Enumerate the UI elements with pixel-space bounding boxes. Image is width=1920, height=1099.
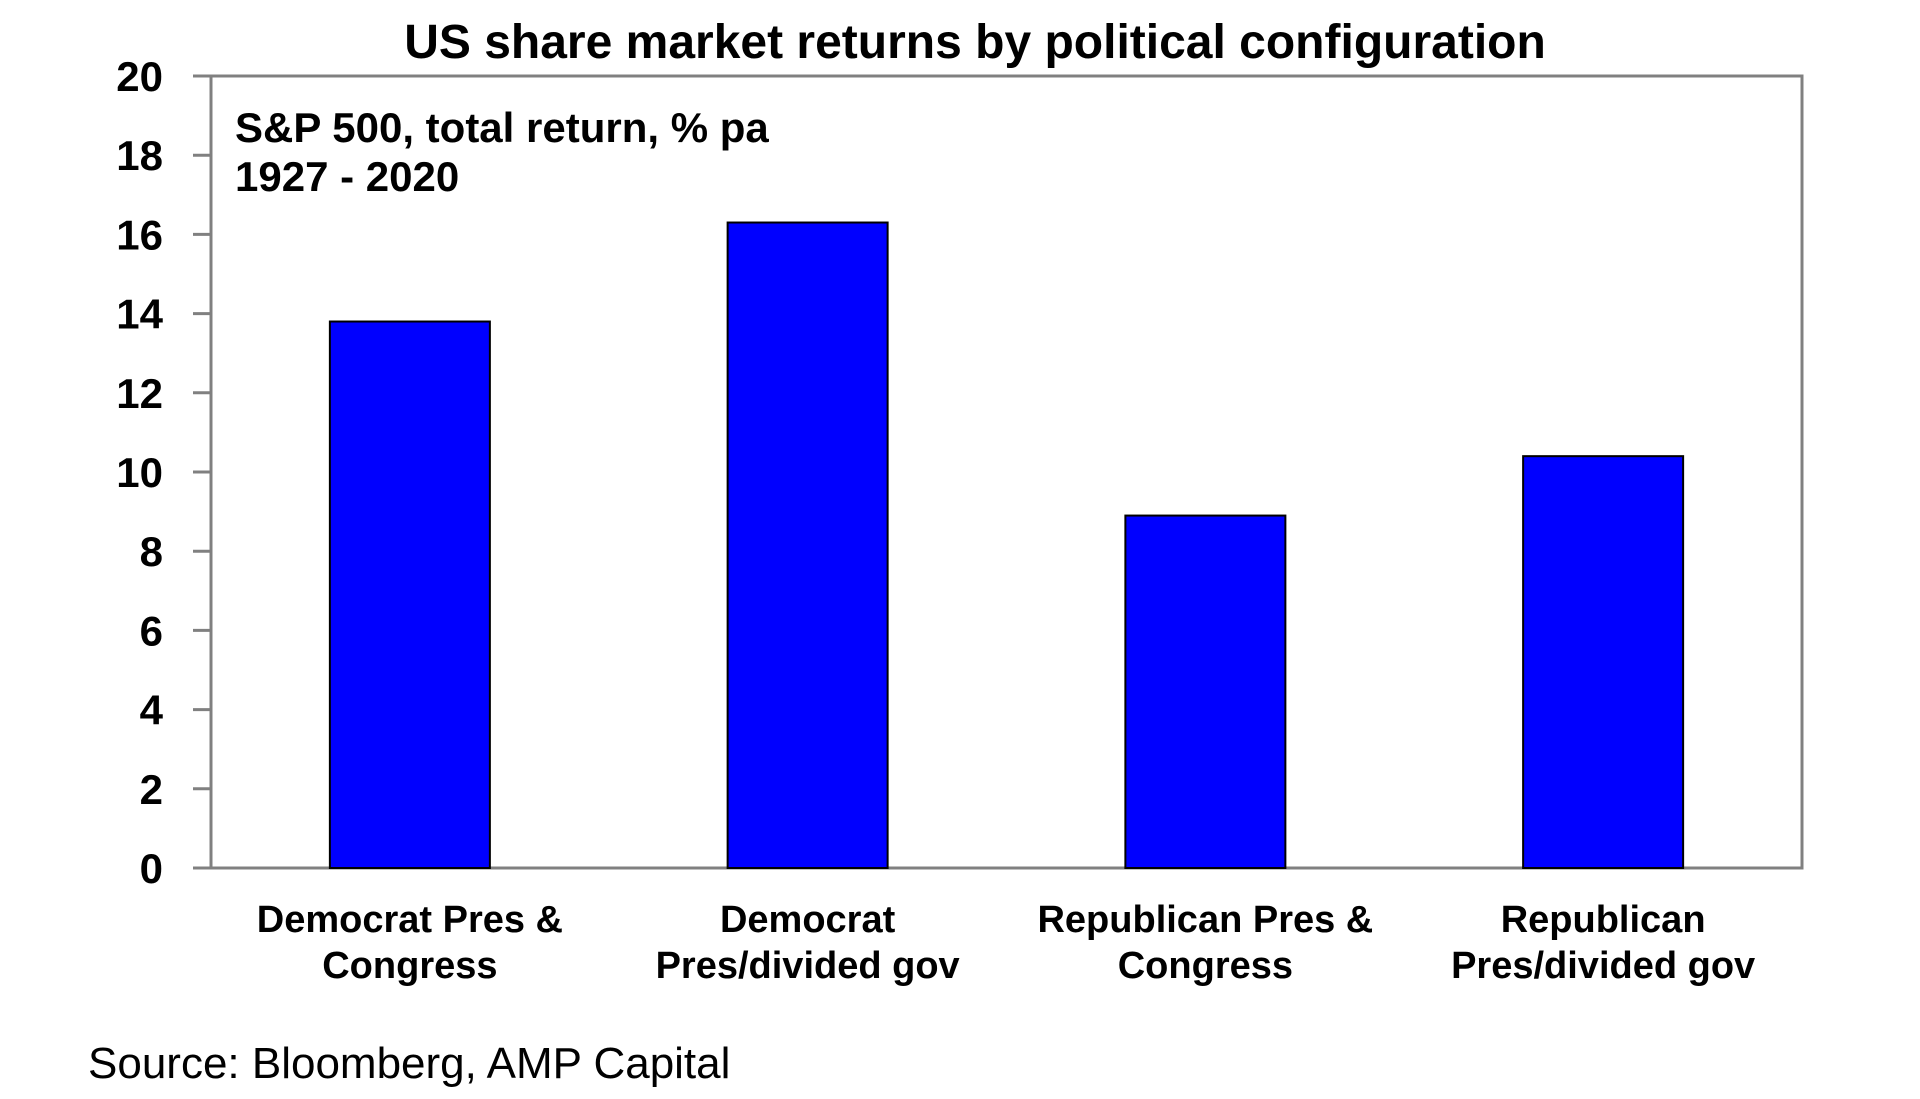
- bar: [1124, 514, 1287, 869]
- bar: [328, 320, 491, 869]
- y-axis: 0 2 4 6 8 10 12 14 16 18 20: [116, 53, 211, 892]
- chart-annotation-line-2: 1927 - 2020: [235, 153, 459, 200]
- x-category-label: Republican Pres &: [1037, 899, 1373, 941]
- y-tick-label: 18: [116, 132, 163, 179]
- x-category-label: Pres/divided gov: [656, 945, 960, 987]
- x-category-label: Congress: [322, 945, 497, 987]
- y-tick-label: 10: [116, 449, 163, 496]
- y-tick-label: 16: [116, 211, 163, 258]
- x-axis: Democrat Pres &CongressDemocratPres/divi…: [257, 899, 1755, 987]
- x-category-label: Democrat: [720, 899, 896, 941]
- chart-title: US share market returns by political con…: [404, 16, 1546, 69]
- x-category-label: Pres/divided gov: [1451, 945, 1755, 987]
- y-tick-label: 2: [140, 766, 163, 813]
- source-note: Source: Bloomberg, AMP Capital: [88, 1039, 730, 1088]
- chart-annotation-line-1: S&P 500, total return, % pa: [235, 104, 769, 151]
- y-tick-label: 14: [116, 291, 163, 338]
- y-tick-label: 12: [116, 370, 163, 417]
- y-tick-label: 20: [116, 53, 163, 100]
- y-tick-label: 6: [140, 607, 163, 654]
- x-category-label: Republican: [1501, 899, 1706, 941]
- x-category-label: Democrat Pres &: [257, 899, 563, 941]
- y-tick-label: 0: [140, 845, 163, 892]
- x-category-label: Congress: [1118, 945, 1293, 987]
- bar-series: [328, 221, 1685, 869]
- y-tick-label: 4: [140, 687, 164, 734]
- y-tick-label: 8: [140, 528, 163, 575]
- bar: [1522, 455, 1685, 869]
- bar: [726, 221, 889, 869]
